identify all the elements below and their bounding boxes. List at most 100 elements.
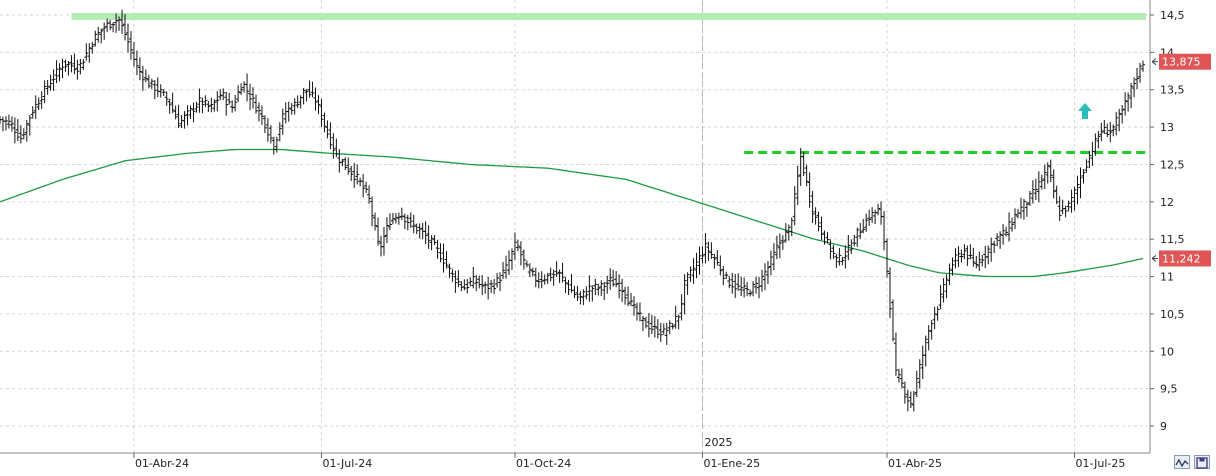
ohlc-bar	[364, 181, 369, 194]
x-axis: 01-Abr-24 01-Jul-24 01-Oct-24 01-Ene-25 01-A…	[0, 436, 1150, 470]
ohlc-bar	[30, 106, 35, 119]
ohlc-bar	[251, 87, 256, 109]
ohlc-bar	[501, 261, 506, 280]
ohlc-bar	[125, 23, 130, 53]
ohlc-bar	[152, 80, 157, 100]
ohlc-bar	[1111, 124, 1116, 137]
ohlc-bar	[548, 267, 553, 282]
ohlc-bar	[843, 245, 848, 269]
ohlc-bar	[858, 222, 863, 239]
ohlc-bar	[495, 273, 500, 288]
ohlc-bar	[512, 232, 517, 261]
ohlc-bar	[384, 217, 389, 244]
ohlc-bar	[87, 43, 92, 63]
ohlc-bar	[441, 243, 446, 273]
ohlc-bar	[929, 320, 934, 340]
save-icon[interactable]	[1194, 455, 1210, 469]
ohlc-bar	[188, 105, 193, 120]
ohlc-bar	[944, 274, 949, 299]
ohlc-bar	[652, 316, 657, 338]
ohlc-bar	[953, 248, 958, 269]
ohlc-bar	[632, 296, 637, 316]
ohlc-bar	[1024, 201, 1029, 217]
ohlc-bar	[584, 286, 589, 300]
ohlc-bar	[57, 63, 62, 82]
ohlc-bar	[718, 255, 723, 276]
price-tag: 13,875	[1151, 53, 1211, 70]
ohlc-bar	[730, 272, 735, 294]
ohlc-bar	[1033, 178, 1038, 200]
ohlc-bar	[108, 19, 113, 31]
x-tick-label: 01-Abr-25	[888, 457, 942, 470]
ohlc-bar	[590, 285, 595, 302]
ohlc-bar	[932, 306, 937, 330]
ohlc-bar	[521, 249, 526, 270]
ohlc-bar	[325, 120, 330, 139]
ohlc-bar	[1021, 198, 1026, 220]
ohlc-bar	[0, 116, 5, 132]
ohlc-bar	[626, 286, 631, 307]
ohlc-bar	[414, 223, 419, 235]
ohlc-bar	[471, 266, 476, 289]
waveform-icon[interactable]	[1174, 455, 1190, 469]
ohlc-bar	[489, 279, 494, 293]
ohlc-bar	[346, 157, 351, 175]
ohlc-bar	[1039, 174, 1044, 190]
ohlc-bar	[212, 99, 217, 112]
ohlc-bar	[295, 95, 300, 108]
ohlc-bar	[66, 61, 71, 76]
ohlc-bar	[840, 256, 845, 266]
ohlc-bar	[712, 253, 717, 269]
ohlc-bar	[518, 241, 523, 266]
ohlc-bar	[771, 243, 776, 271]
ohlc-bar	[194, 101, 199, 113]
ohlc-bar	[396, 212, 401, 225]
ohlc-bar	[134, 50, 139, 76]
year-label: 2025	[704, 436, 732, 449]
ohlc-bar	[131, 41, 136, 67]
ohlc-bar	[1108, 122, 1113, 143]
ohlc-bar	[370, 196, 375, 227]
ohlc-bar	[164, 91, 169, 106]
ohlc-bar	[483, 281, 488, 294]
ohlc-bar	[63, 59, 68, 72]
ohlc-bar	[617, 274, 622, 299]
ohlc-bar	[334, 138, 339, 157]
ohlc-bar	[259, 105, 264, 125]
ohlc-bar	[554, 261, 559, 277]
ohlc-bar	[1084, 159, 1089, 173]
ohlc-bar	[155, 77, 160, 98]
ohlc-bar	[51, 69, 56, 91]
ohlc-bar	[837, 248, 842, 266]
ohlc-bar	[709, 242, 714, 259]
ohlc-bar	[578, 291, 583, 305]
ohlc-bar	[789, 217, 794, 237]
ohlc-bar	[646, 313, 651, 338]
ohlc-bar	[887, 267, 892, 319]
ohlc-bar	[450, 269, 455, 282]
ohlc-bar	[209, 97, 214, 113]
ohlc-bar	[1096, 131, 1101, 149]
y-tick-label: 10	[1160, 345, 1174, 358]
ohlc-bar	[358, 177, 363, 187]
ohlc-bar	[227, 92, 232, 105]
ohlc-bar	[405, 214, 410, 231]
y-tick-label: 9	[1160, 420, 1167, 433]
ohlc-bar	[965, 245, 970, 266]
ohlc-bar	[804, 164, 809, 187]
ohlc-bar	[215, 91, 220, 112]
ohlc-bar	[224, 91, 229, 116]
ohlc-bar	[304, 88, 309, 102]
ohlc-bar	[167, 98, 172, 114]
ohlc-bar	[111, 22, 116, 33]
ohlc-bar	[143, 69, 148, 83]
ohlc-bar	[319, 98, 324, 127]
ohlc-bar	[1102, 119, 1107, 135]
ohlc-bar	[602, 281, 607, 301]
ohlc-bar	[1010, 217, 1015, 232]
ohlc-bar	[185, 105, 190, 126]
ohlc-bar	[727, 276, 732, 289]
grid	[0, 0, 1148, 453]
